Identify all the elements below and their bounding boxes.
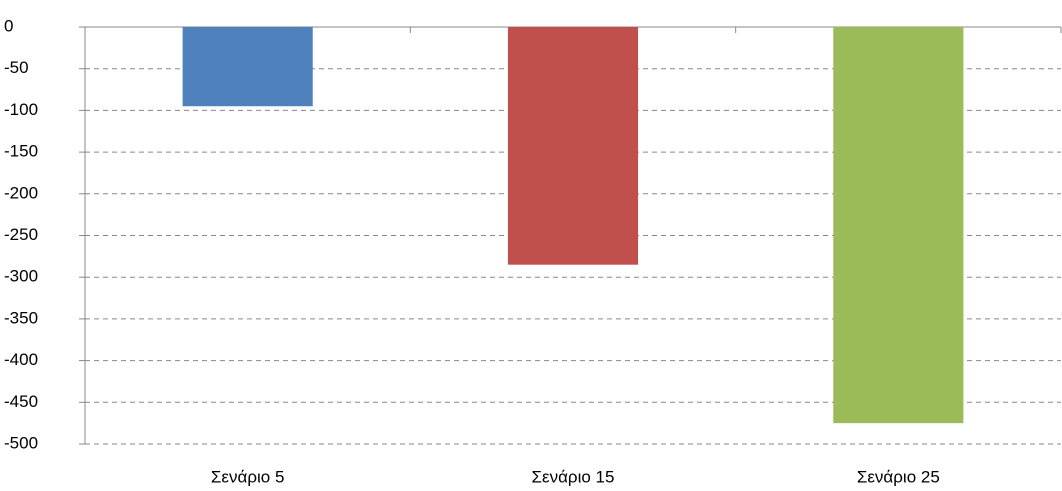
y-tick-label: -100 (4, 100, 38, 119)
y-tick-label: -50 (4, 58, 29, 77)
y-tick-label: -400 (4, 350, 38, 369)
bar (182, 27, 313, 107)
y-tick-label: -300 (4, 267, 38, 286)
y-tick-label: -250 (4, 225, 38, 244)
y-tick-label: -200 (4, 183, 38, 202)
y-tick-label: -500 (4, 433, 38, 452)
y-tick-label: 0 (4, 16, 13, 35)
bar (507, 27, 639, 265)
y-tick-label: -350 (4, 308, 38, 327)
x-tick-label: Σενάριο 25 (857, 467, 940, 486)
x-tick-label: Σενάριο 15 (532, 467, 615, 486)
x-tick-label: Σενάριο 5 (211, 467, 285, 486)
y-tick-label: -450 (4, 392, 38, 411)
y-tick-label: -150 (4, 142, 38, 161)
bar (833, 27, 964, 424)
